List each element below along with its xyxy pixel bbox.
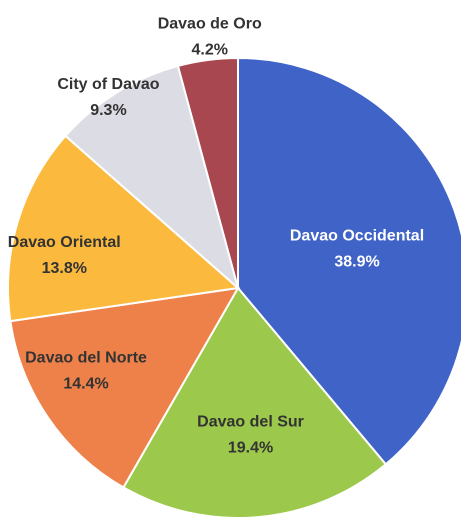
slice-value: 38.9% [334,253,379,270]
slice-value: 9.3% [90,102,126,119]
slice-value: 14.4% [63,375,108,392]
slice-value: 19.4% [228,439,273,456]
pie-slice [64,64,240,291]
slice-label: Davao Oriental [8,234,121,251]
slice-value: 13.8% [42,260,87,277]
slice-label: Davao del Norte [25,349,147,366]
pie-slice [9,286,240,489]
slice-label: Davao Occidental [290,227,424,244]
pie-slice [122,286,388,517]
pie-slice [176,56,239,289]
pie-slice [7,134,241,323]
slice-label: City of Davao [57,76,159,93]
pie-slice [237,56,461,466]
slice-label: Davao de Oro [158,15,262,32]
slice-label: Davao del Sur [197,413,304,430]
slice-value: 4.2% [191,41,227,58]
